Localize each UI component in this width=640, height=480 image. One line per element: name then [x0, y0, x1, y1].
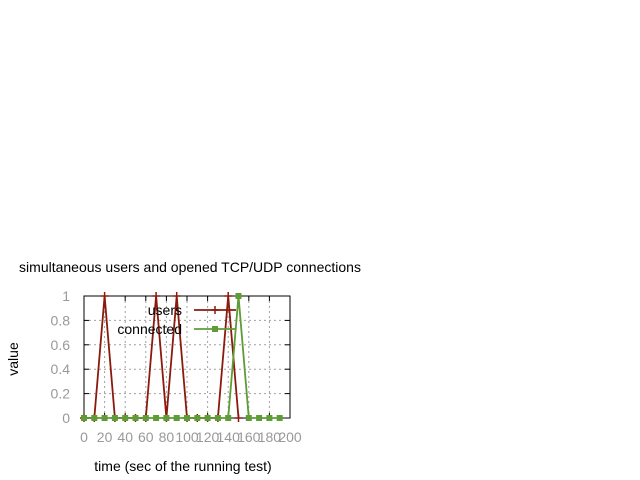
axis-ticks: 0 0.2 0.4 0.6 0.8 1 0 20 40 60 80 10012014016018020… — [51, 288, 302, 445]
data-point-connected — [214, 415, 221, 421]
y-tick-label: 0.6 — [51, 337, 71, 353]
data-point-connected — [245, 415, 252, 421]
series-connected — [81, 293, 283, 421]
x-tick-label: 0 — [80, 429, 88, 445]
chart-title: simultaneous users and opened TCP/UDP co… — [19, 259, 361, 275]
x-tick-label: 120 — [196, 429, 220, 445]
data-point-connected — [122, 415, 129, 421]
x-tick-label: 20 — [97, 429, 113, 445]
data-point-connected — [256, 415, 263, 421]
data-point-connected — [184, 415, 190, 421]
data-point-users — [172, 292, 181, 300]
data-point-users — [152, 292, 161, 300]
legend-label-connected: connected — [117, 321, 182, 337]
x-tick-label: 40 — [117, 429, 133, 445]
x-tick-label: 60 — [138, 429, 154, 445]
y-tick-label: 0 — [62, 410, 70, 426]
y-tick-label: 1 — [62, 288, 70, 304]
data-point-connected — [163, 415, 170, 421]
data-point-connected — [101, 415, 108, 421]
series-layer — [80, 292, 283, 422]
data-point-connected — [225, 415, 232, 421]
legend-label-users: users — [148, 302, 182, 318]
grid — [84, 296, 290, 418]
data-point-connected — [204, 415, 211, 421]
data-point-connected — [173, 415, 180, 421]
data-point-users — [234, 414, 243, 422]
data-point-connected — [153, 415, 160, 421]
x-tick-label: 140 — [217, 429, 241, 445]
x-tick-label: 160 — [237, 429, 261, 445]
data-point-connected — [81, 415, 87, 421]
y-tick-label: 0.8 — [51, 312, 71, 328]
data-point-connected — [111, 415, 118, 421]
x-tick-label: 80 — [159, 429, 175, 445]
legend: users connected — [117, 302, 236, 337]
data-point-connected — [266, 415, 273, 421]
x-axis-label: time (sec of the running test) — [94, 458, 271, 474]
legend-marker-connected — [212, 326, 218, 332]
data-point-connected — [276, 415, 283, 421]
y-axis-label: value — [5, 342, 21, 376]
data-point-connected — [132, 415, 139, 421]
data-point-connected — [142, 415, 149, 421]
x-tick-label: 180 — [258, 429, 282, 445]
x-tick-label: 200 — [278, 429, 302, 445]
data-point-connected — [235, 293, 242, 299]
data-point-connected — [194, 415, 201, 421]
data-point-users — [224, 292, 233, 300]
x-tick-label: 100 — [175, 429, 199, 445]
data-point-users — [100, 292, 109, 300]
y-tick-label: 0.4 — [51, 361, 71, 377]
y-tick-label: 0.2 — [51, 386, 71, 402]
legend-marker-users — [211, 306, 219, 314]
data-point-connected — [91, 415, 98, 421]
